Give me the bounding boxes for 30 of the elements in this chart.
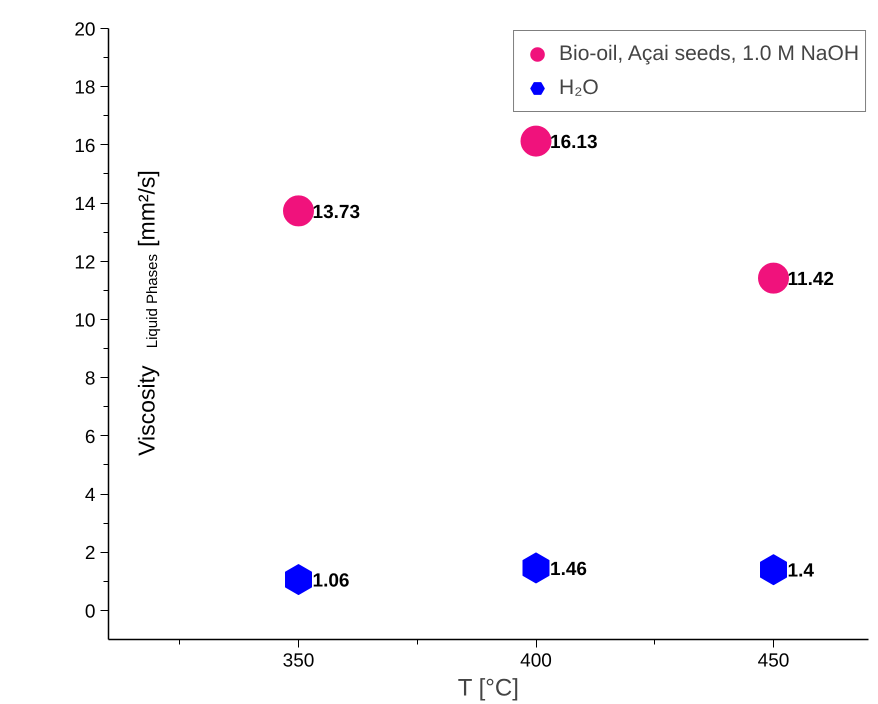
point <box>283 195 314 226</box>
data-label: 1.4 <box>788 560 814 582</box>
point <box>520 126 552 157</box>
y-tick-label: 18 <box>74 78 96 99</box>
y-tick-label: 20 <box>74 20 96 40</box>
y-tick-label: 14 <box>74 194 96 216</box>
y-axis-title: ViscosityLiquid Phases[mm²/s] <box>134 170 161 456</box>
legend-label: Bio-oil, Açai seeds, 1.0 M NaOH <box>559 42 859 66</box>
point <box>285 564 312 596</box>
x-tick-label: 400 <box>520 650 552 672</box>
y-tick-label: 2 <box>84 543 96 564</box>
x-tick-label: 350 <box>282 650 314 672</box>
y-tick-label: 12 <box>74 252 96 274</box>
y-tick-label: 0 <box>84 601 96 622</box>
legend-label: H₂O <box>559 76 599 100</box>
point <box>522 552 550 584</box>
x-axis-title: T [°C] <box>458 674 519 702</box>
y-tick-label: 6 <box>84 426 96 448</box>
data-label: 1.06 <box>312 570 350 592</box>
point <box>760 554 787 586</box>
x-tick-label: 450 <box>758 650 790 672</box>
data-label: 1.46 <box>550 558 587 580</box>
data-label: 13.73 <box>312 202 360 223</box>
data-label: 11.42 <box>788 269 834 290</box>
data-label: 16.13 <box>550 132 598 154</box>
y-tick-label: 4 <box>84 485 96 506</box>
y-tick-label: 8 <box>84 368 96 390</box>
y-tick-label: 10 <box>74 310 96 332</box>
point <box>758 262 789 294</box>
y-tick-label: 16 <box>74 136 96 157</box>
